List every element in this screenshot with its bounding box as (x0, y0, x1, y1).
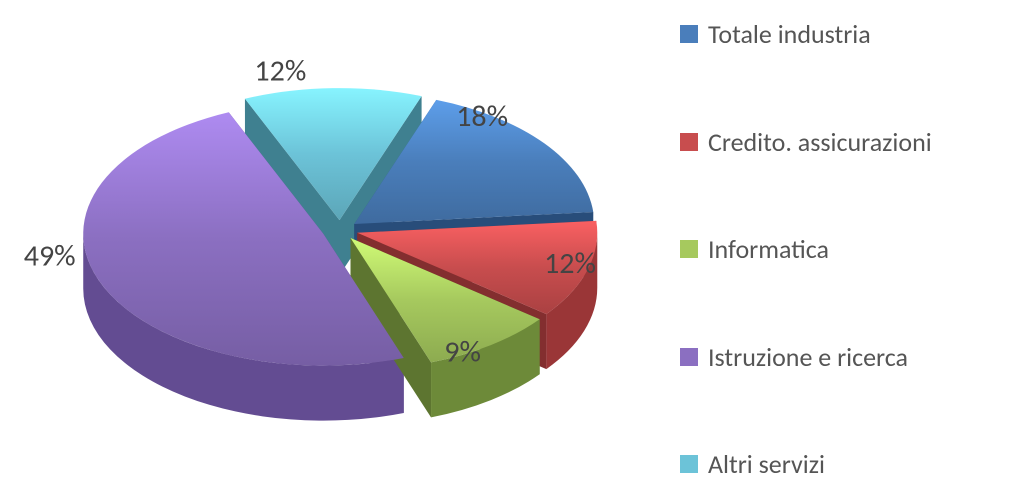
legend-item: Istruzione e ricerca (680, 343, 932, 373)
legend-item: Credito. assicurazioni (680, 128, 932, 158)
legend-item: Totale industria (680, 20, 932, 50)
legend-label: Informatica (708, 235, 829, 265)
pie-slice-label: 12% (544, 245, 596, 282)
pie-chart: 18% 12% 9% 49% 12% (0, 0, 680, 503)
legend-swatch (680, 348, 698, 366)
legend-label: Totale industria (708, 20, 871, 50)
legend: Totale industria Credito. assicurazioni In… (680, 0, 942, 500)
legend-label: Istruzione e ricerca (708, 343, 908, 373)
legend-label: Credito. assicurazioni (708, 128, 932, 158)
legend-swatch (680, 25, 698, 43)
legend-swatch (680, 133, 698, 151)
legend-swatch (680, 240, 698, 258)
legend-label: Altri servizi (708, 450, 825, 480)
pie-slice-label: 18% (456, 98, 508, 135)
pie-slice-label: 12% (254, 52, 306, 89)
legend-item: Altri servizi (680, 450, 932, 480)
pie-slice-label: 9% (444, 334, 481, 371)
legend-item: Informatica (680, 235, 932, 265)
legend-swatch (680, 455, 698, 473)
pie-slice-label: 49% (24, 238, 76, 275)
